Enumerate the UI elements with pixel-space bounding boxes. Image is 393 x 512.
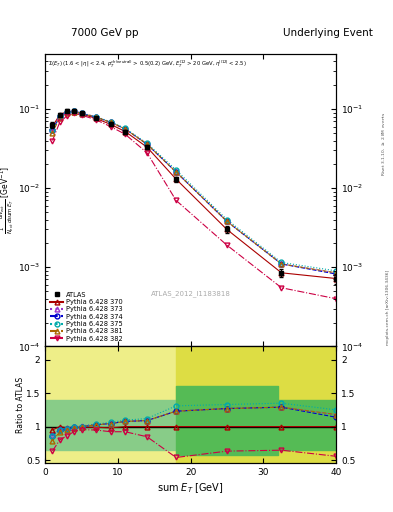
Text: mcplots.cern.ch [arXiv:1306.3436]: mcplots.cern.ch [arXiv:1306.3436]: [386, 270, 390, 345]
Text: $\Sigma(E_T)$ (1.6 < $|\eta|$ < 2.4, $p^{ch(neutral)}_T$ > 0.5(0.2) GeV, $E^{l12: $\Sigma(E_T)$ (1.6 < $|\eta|$ < 2.4, $p^…: [48, 58, 247, 69]
Text: 7000 GeV pp: 7000 GeV pp: [71, 28, 138, 38]
Text: ATLAS_2012_I1183818: ATLAS_2012_I1183818: [151, 290, 231, 297]
Text: Underlying Event: Underlying Event: [283, 28, 373, 38]
Y-axis label: Ratio to ATLAS: Ratio to ATLAS: [16, 377, 25, 433]
Legend: ATLAS, Pythia 6.428 370, Pythia 6.428 373, Pythia 6.428 374, Pythia 6.428 375, P: ATLAS, Pythia 6.428 370, Pythia 6.428 37…: [48, 290, 124, 343]
Y-axis label: $\frac{1}{N_{evt}}\frac{dN_{evt}}{d\mathrm{sum}\ E_T}$ [GeV$^{-1}$]: $\frac{1}{N_{evt}}\frac{dN_{evt}}{d\math…: [0, 166, 17, 234]
Text: Rivet 3.1.10, $\geq$ 2.8M events: Rivet 3.1.10, $\geq$ 2.8M events: [380, 111, 387, 176]
X-axis label: sum $E_T$ [GeV]: sum $E_T$ [GeV]: [157, 481, 224, 495]
